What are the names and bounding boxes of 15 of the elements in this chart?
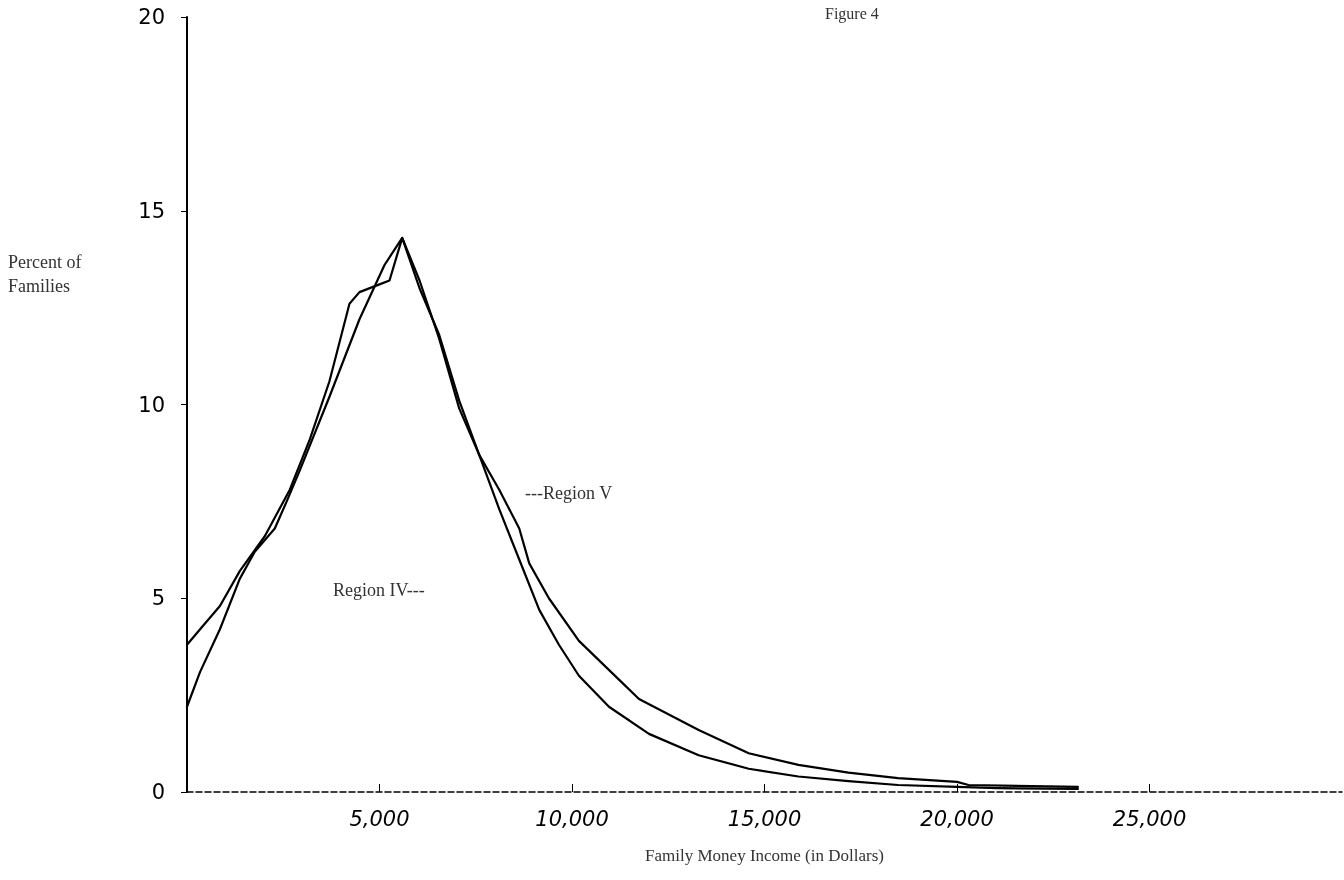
x-tick-label: 15,000: [727, 806, 802, 831]
x-tick-label: 25,000: [1112, 806, 1187, 831]
y-axis-title: Percent of Families: [8, 252, 82, 296]
y-tick-label: 15: [138, 198, 165, 223]
annotation: Region IV---: [333, 580, 425, 600]
x-tick-label: 20,000: [920, 806, 994, 831]
chart-title: Figure 4: [825, 4, 879, 23]
x-tick-label: 5,000: [349, 806, 410, 831]
x-axis-title: Family Money Income (in Dollars): [645, 846, 884, 865]
y-tick-label: 5: [151, 586, 165, 611]
x-tick-label: 10,000: [535, 806, 609, 831]
annotation: ---Region V: [525, 483, 613, 503]
y-tick-label: 0: [151, 780, 165, 804]
y-tick-label: 20: [138, 5, 165, 29]
y-tick-label: 10: [138, 392, 165, 417]
